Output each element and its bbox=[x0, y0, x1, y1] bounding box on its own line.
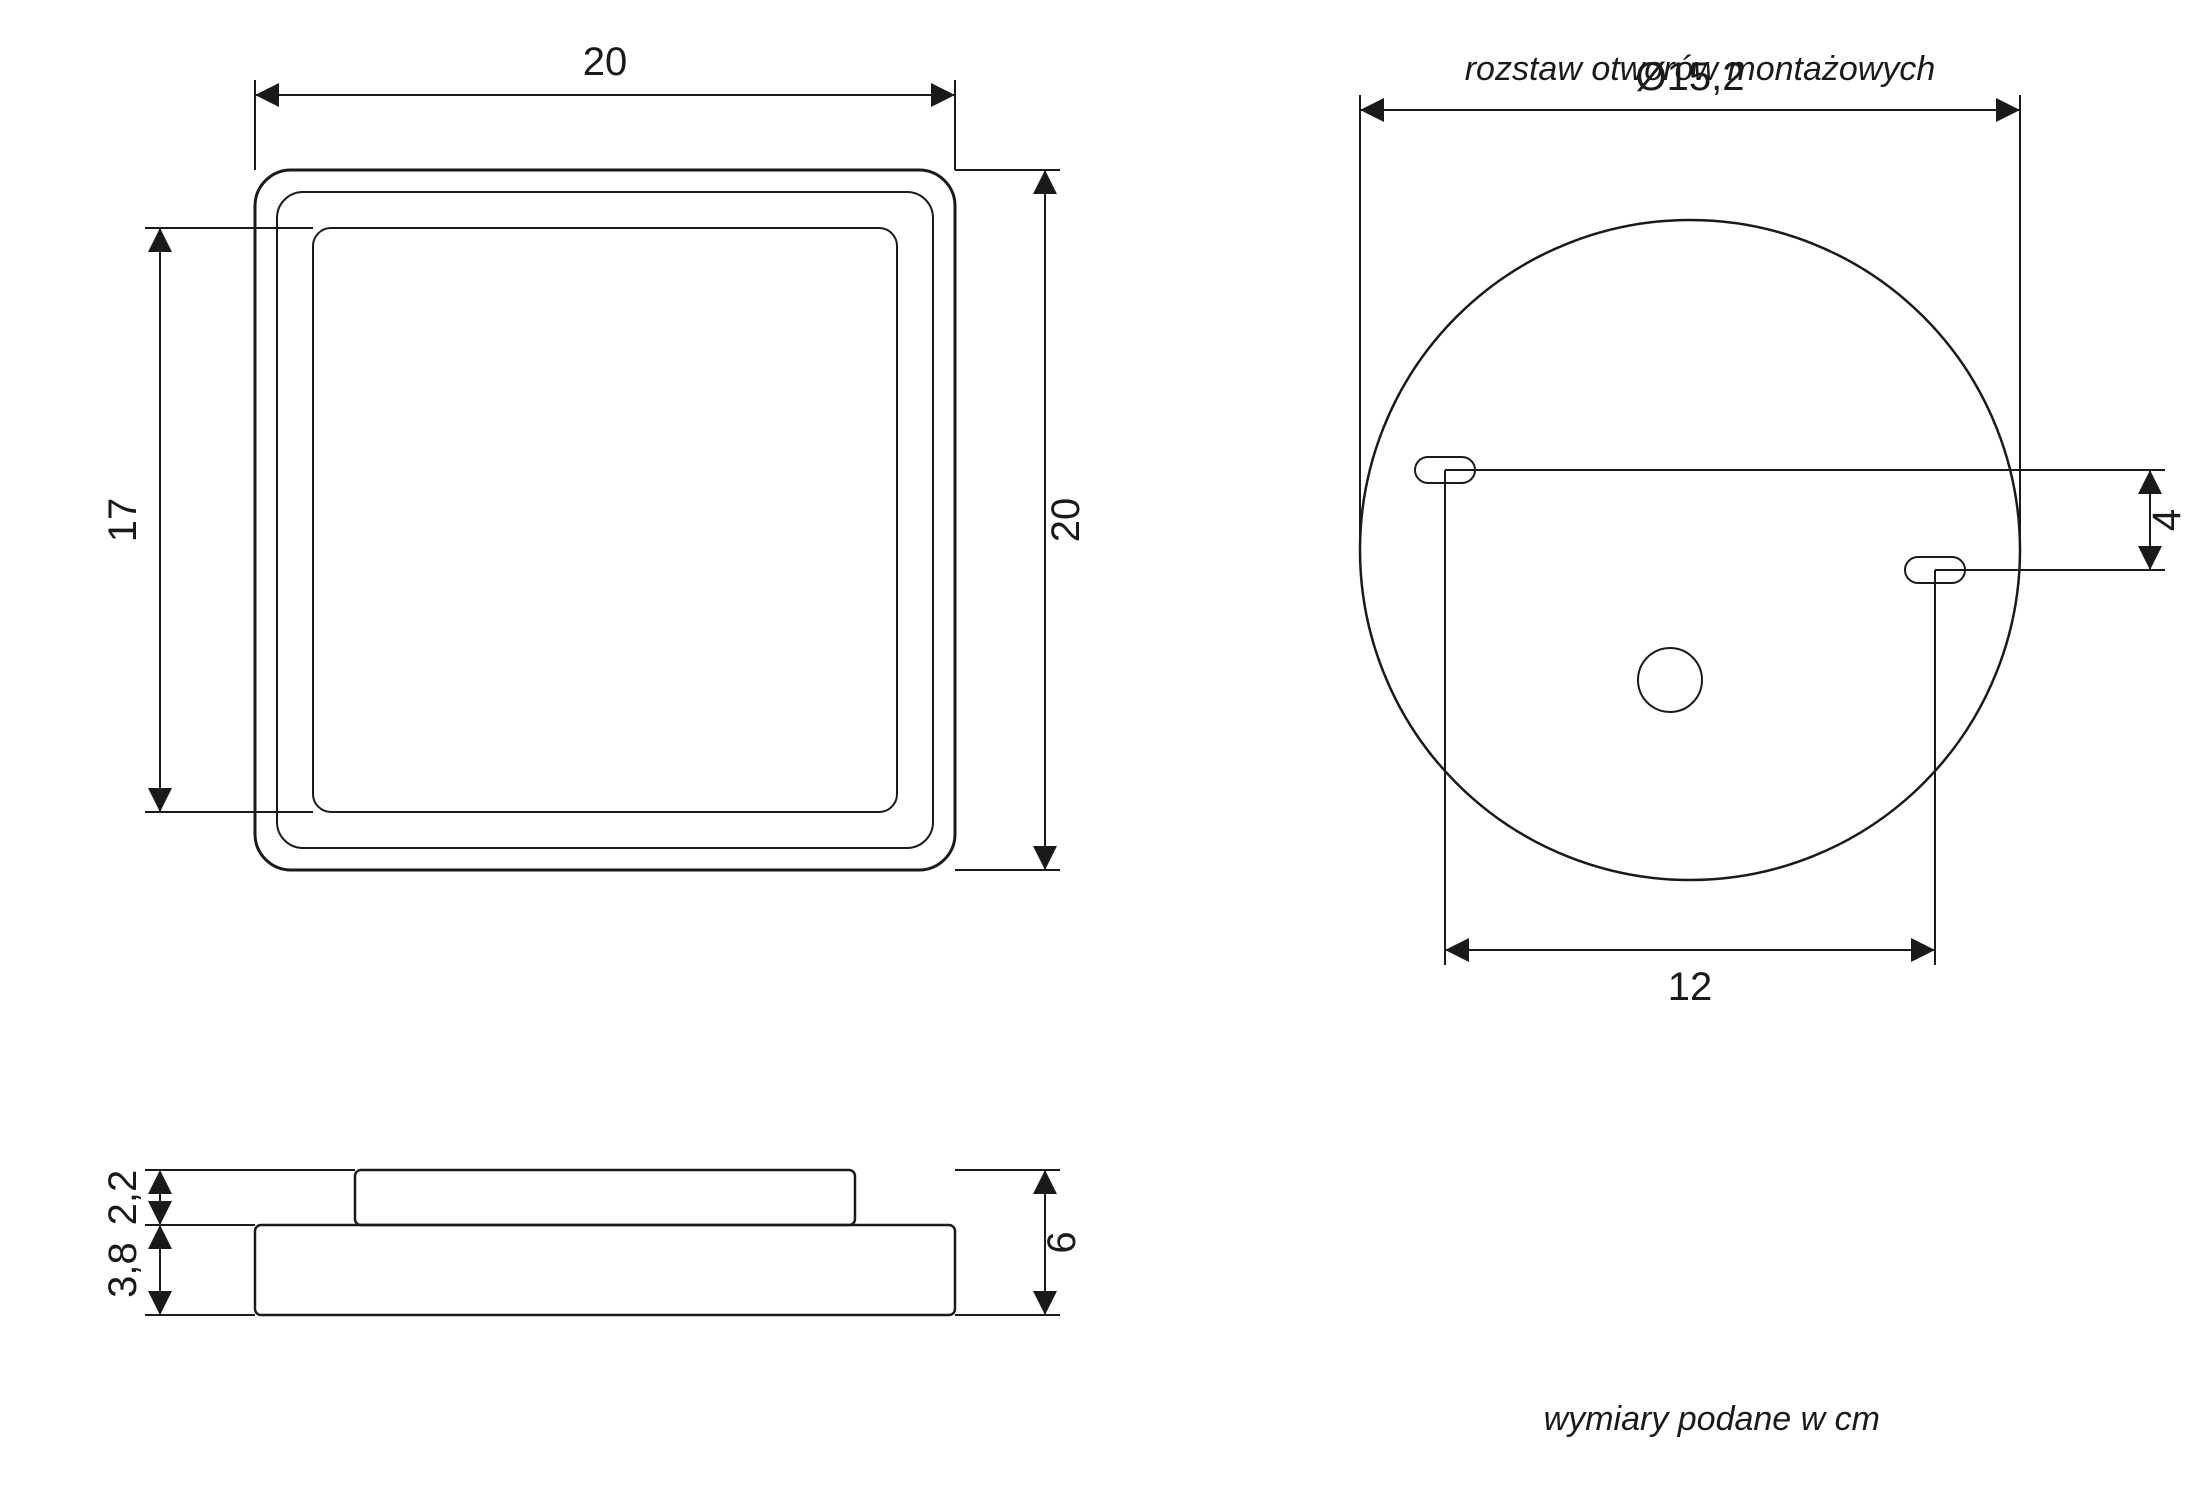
panel-rect bbox=[277, 192, 933, 848]
panel-rect bbox=[255, 170, 955, 870]
dim-side-top: 2,2 bbox=[101, 1170, 145, 1226]
dim-side-base: 3,8 bbox=[101, 1242, 145, 1298]
dim-hole-spacing: 12 bbox=[1668, 965, 1713, 1009]
dim-top-inner: 17 bbox=[101, 498, 145, 543]
dim-top-outer-width: 20 bbox=[583, 40, 628, 84]
mount-plate-circle bbox=[1360, 220, 2020, 880]
panel-rect bbox=[355, 1170, 855, 1225]
center-hole bbox=[1638, 648, 1702, 712]
note-mounting: rozstaw otworów montażowych bbox=[1465, 50, 1936, 88]
dim-side-total: 6 bbox=[1040, 1231, 1084, 1253]
dim-top-outer-height: 20 bbox=[1044, 498, 1088, 543]
panel-rect bbox=[313, 228, 897, 812]
dim-slot-offset: 4 bbox=[2145, 509, 2189, 531]
panel-rect bbox=[255, 1225, 955, 1315]
note-units: wymiary podane w cm bbox=[1544, 1400, 1880, 1438]
